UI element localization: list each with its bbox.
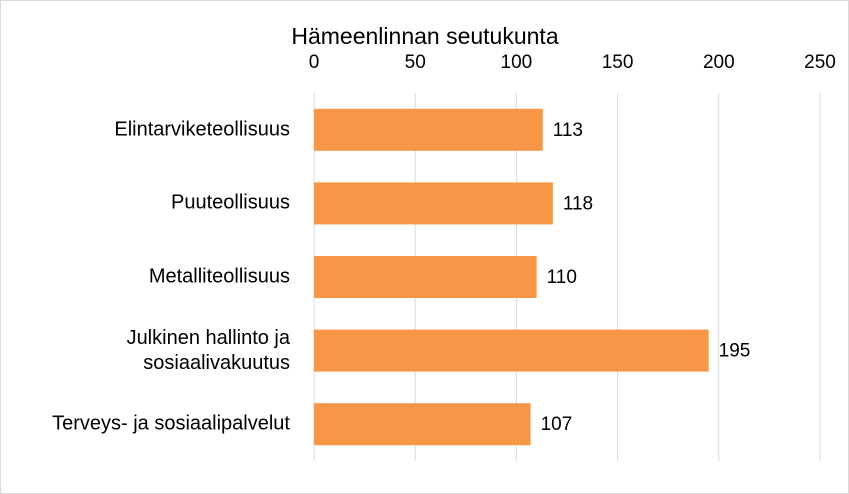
category-label: Metalliteollisuus	[148, 265, 290, 288]
x-tick-label: 200	[703, 52, 735, 73]
chart-title: Hämeenlinnan seutukunta	[291, 23, 558, 49]
x-tick-label: 50	[405, 52, 426, 73]
value-label: 113	[553, 120, 583, 141]
x-tick-label: 250	[804, 52, 836, 73]
value-label: 118	[563, 193, 593, 214]
bar	[314, 403, 531, 446]
bar	[314, 182, 553, 225]
category-label: Puuteollisuus	[171, 191, 290, 214]
x-tick-label: 0	[309, 52, 320, 73]
category-label: Terveys- ja sosiaalipalvelut	[52, 412, 290, 435]
x-tick-label: 150	[602, 52, 634, 73]
bar	[314, 329, 709, 372]
bar	[314, 256, 537, 298]
x-tick-label: 100	[501, 52, 533, 73]
category-label: Elintarviketeollisuus	[114, 118, 290, 141]
bar	[314, 108, 543, 151]
value-label: 107	[541, 414, 573, 435]
category-label: Julkinen hallinto ja sosiaalivakuutus	[126, 326, 290, 374]
value-label: 110	[547, 267, 577, 288]
value-label: 195	[719, 341, 751, 362]
